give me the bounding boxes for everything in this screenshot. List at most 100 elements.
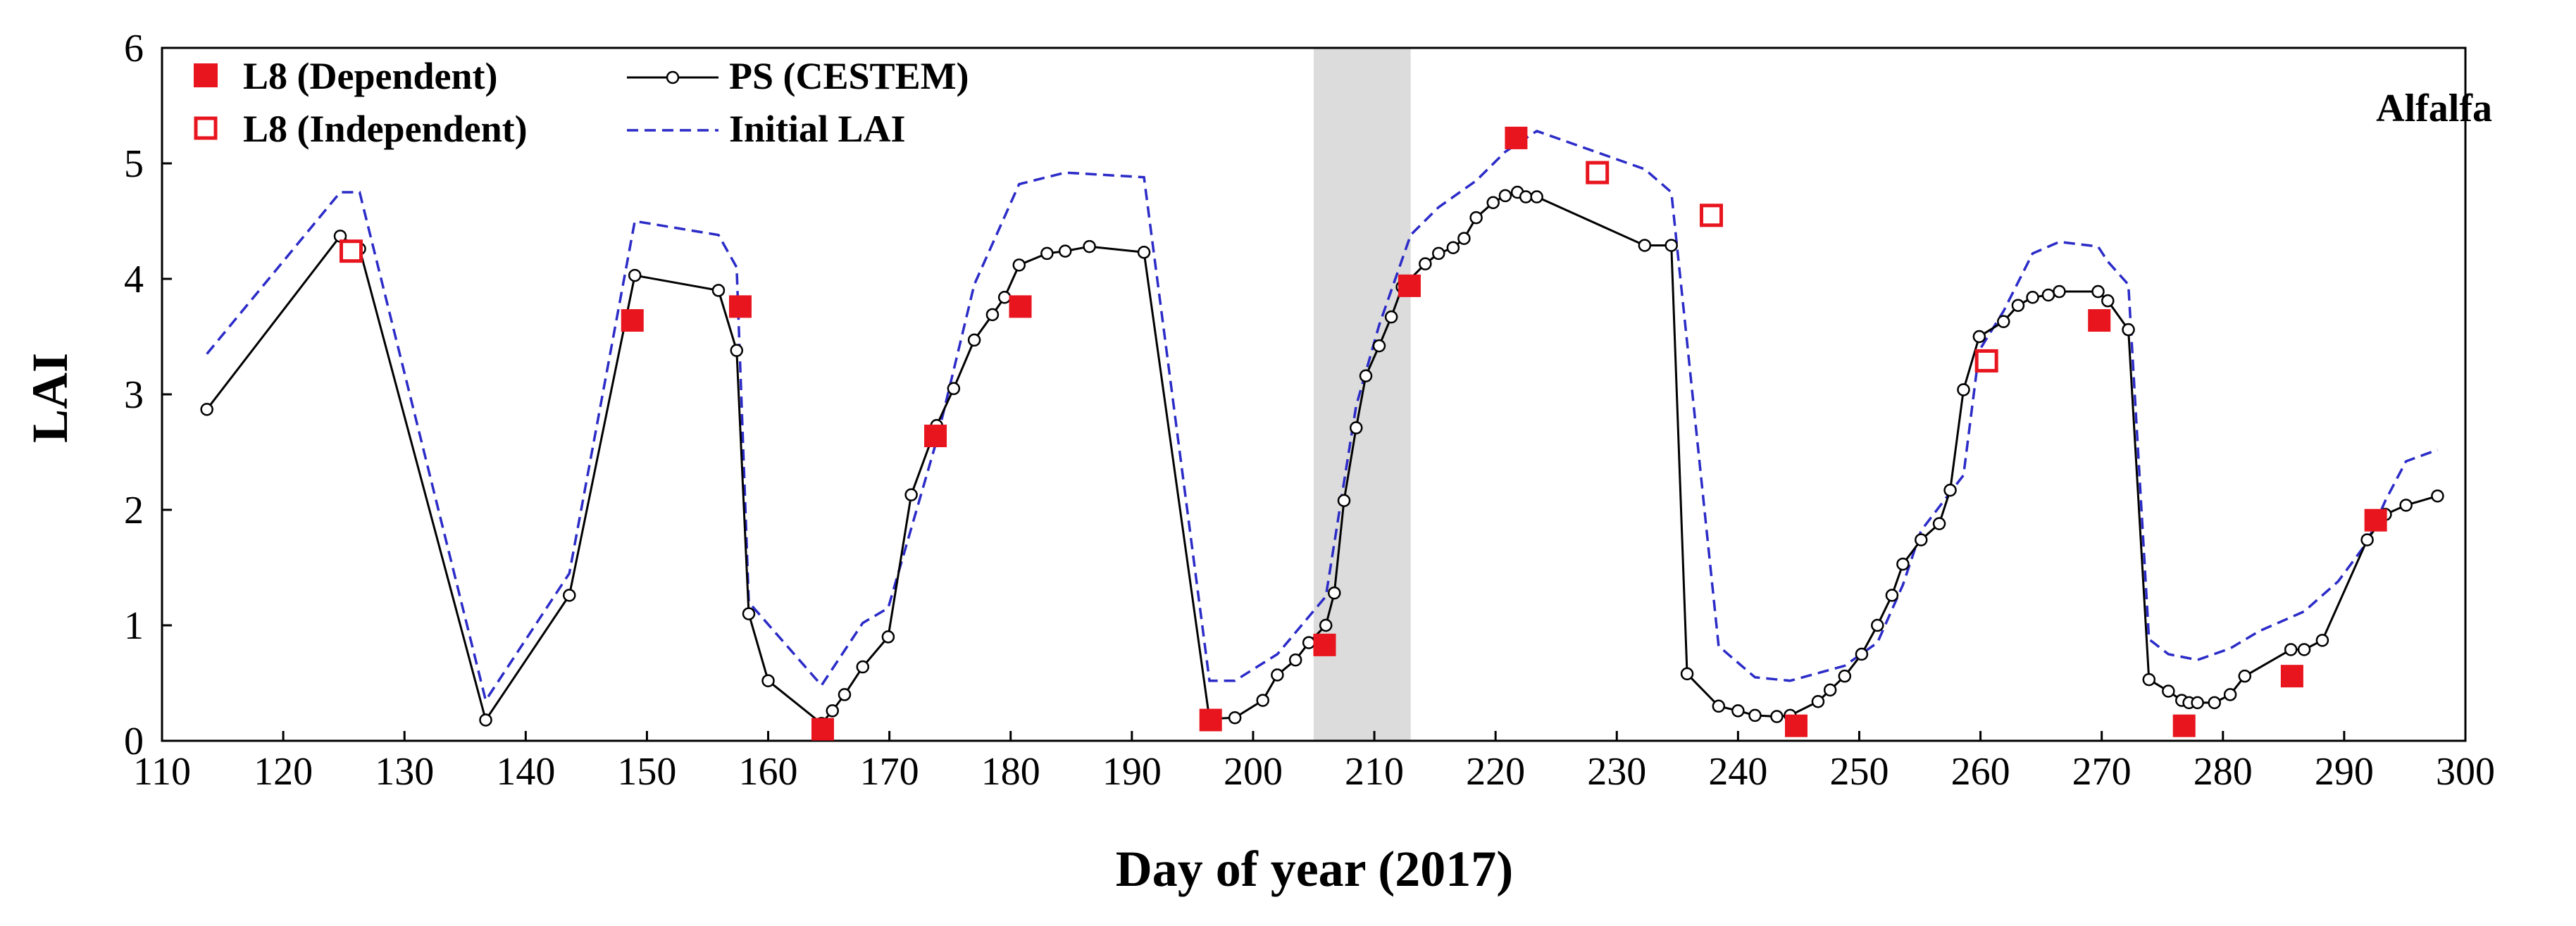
- x-tick-label: 110: [133, 750, 191, 794]
- ps-cestem-point: [947, 382, 961, 396]
- ps-cestem-point: [2297, 643, 2311, 656]
- ps-cestem-point: [1486, 196, 1500, 210]
- y-tick-label: 5: [124, 142, 144, 186]
- ps-cestem-point: [1359, 369, 1373, 383]
- l8-independent-point: [1700, 204, 1724, 227]
- ps-cestem-point: [2360, 533, 2374, 546]
- x-tick-label: 260: [1951, 750, 2010, 794]
- ps-cestem-point: [2053, 284, 2066, 299]
- ps-cestem-point: [2284, 643, 2298, 656]
- ps-cestem-point: [761, 674, 775, 687]
- ps-cestem-point: [2011, 299, 2025, 312]
- x-tick-label: 180: [981, 750, 1040, 794]
- x-tick-label: 140: [496, 750, 555, 794]
- x-tick-label: 270: [2072, 750, 2132, 794]
- legend-l8-independent-marker: [194, 116, 218, 140]
- x-tick-label: 290: [2315, 750, 2374, 794]
- ps-cestem-point: [2315, 634, 2329, 647]
- ps-cestem-point: [856, 660, 870, 674]
- ps-cestem-point: [1372, 339, 1386, 353]
- ps-cestem-point: [1823, 683, 1837, 697]
- ps-cestem-point: [1943, 483, 1957, 497]
- y-tick-label: 3: [124, 373, 144, 417]
- y-tick-label: 0: [124, 720, 144, 763]
- ps-cestem-point: [904, 488, 918, 501]
- ps-cestem-point: [1419, 257, 1432, 270]
- points-layer: [339, 126, 2387, 741]
- ps-cestem-point: [1871, 618, 1884, 632]
- x-axis: 110 120 130 140 150 160 170 180 190 200 210 220 230 2…: [133, 731, 2495, 794]
- ps-cestem-point: [1914, 533, 1928, 546]
- y-axis: 0 1 2 3 4 5 6: [124, 27, 172, 763]
- ps-cestem-point: [1288, 653, 1302, 667]
- ps-cestem-point: [1302, 636, 1316, 649]
- l8-dependent-point: [2088, 309, 2111, 332]
- ps-cestem-point: [1932, 517, 1946, 530]
- ps-cestem-point: [838, 688, 852, 701]
- ps-cestem-point: [1432, 246, 1445, 261]
- ps-cestem-point: [1855, 647, 1869, 661]
- x-tick-label: 220: [1466, 750, 1525, 794]
- ps-cestem-point: [1228, 711, 1242, 725]
- ps-cestem-point: [826, 704, 839, 718]
- ps-cestem-point: [1469, 211, 1483, 225]
- l8-dependent-point: [1009, 295, 1032, 318]
- ps-cestem-point: [711, 284, 726, 297]
- legend: L8 (Dependent) L8 (Independent) PS (CESTEM…: [194, 55, 969, 150]
- x-tick-label: 190: [1102, 750, 1162, 794]
- ps-cestem-point: [2431, 489, 2444, 503]
- ps-cestem-point: [1530, 190, 1543, 204]
- l8-dependent-point: [1313, 633, 1336, 656]
- ps-cestem-point: [1665, 239, 1678, 252]
- ps-cestem-point: [1058, 244, 1072, 258]
- ps-cestem-point: [1638, 239, 1652, 252]
- x-tick-label: 210: [1345, 750, 1404, 794]
- x-tick-label: 280: [2194, 750, 2253, 794]
- ps-cestem-point: [200, 403, 213, 416]
- ps-cestem-point: [1885, 589, 1899, 602]
- x-tick-label: 160: [739, 750, 798, 794]
- ps-cestem-point: [1083, 239, 1096, 254]
- x-tick-label: 170: [860, 750, 919, 794]
- x-tick-label: 240: [1708, 750, 1767, 794]
- ps-cestem-point: [628, 268, 642, 282]
- l8-independent-point: [1974, 349, 1998, 373]
- ps-cestem-point: [1957, 383, 1970, 396]
- ps-cestem-point: [881, 630, 895, 644]
- crop-annotation: Alfalfa: [2376, 87, 2492, 130]
- ps-cestem-point: [1498, 189, 1512, 203]
- l8-independent-point: [339, 239, 363, 263]
- ps-cestem-point: [985, 308, 1000, 322]
- y-tick-label: 4: [124, 258, 144, 301]
- legend-l8-independent-label: L8 (Independent): [243, 108, 528, 150]
- x-tick-label: 130: [375, 750, 434, 794]
- l8-dependent-point: [924, 425, 947, 448]
- ps-cestem-point: [2026, 290, 2039, 304]
- ps-cestem-point: [2223, 688, 2237, 701]
- ps-cestem-point: [2091, 284, 2105, 299]
- ps-cestem-point: [2162, 684, 2175, 698]
- ps-cestem-point: [1457, 232, 1471, 245]
- legend-l8-dependent-label: L8 (Dependent): [243, 55, 498, 97]
- ps-cestem-point: [1256, 694, 1269, 707]
- ps-cestem-point: [1997, 315, 2010, 328]
- y-tick-label: 6: [124, 27, 144, 70]
- y-axis-title: LAI: [22, 353, 78, 443]
- ps-cestem-point: [2191, 696, 2204, 710]
- ps-cestem-point: [1770, 710, 1784, 723]
- ps-cestem-point: [1349, 421, 1363, 434]
- ps-cestem-point: [1271, 668, 1284, 682]
- x-tick-label: 230: [1587, 750, 1646, 794]
- ps-cestem-point: [997, 290, 1012, 304]
- l8-dependent-point: [728, 295, 752, 318]
- ps-cestem-point: [2142, 672, 2156, 687]
- y-tick-label: 1: [124, 604, 144, 648]
- ps-cestem-point: [2122, 323, 2135, 337]
- l8-dependent-point: [1784, 714, 1807, 737]
- x-tick-label: 250: [1829, 750, 1889, 794]
- x-tick-label: 150: [617, 750, 676, 794]
- ps-cestem-point: [1896, 557, 1910, 571]
- l8-dependent-point: [621, 309, 644, 332]
- ps-cestem-point: [1319, 618, 1333, 632]
